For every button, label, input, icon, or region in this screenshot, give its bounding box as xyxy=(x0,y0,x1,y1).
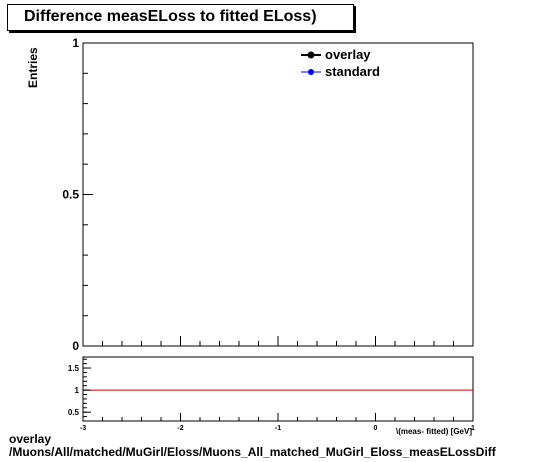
y-axis-label: Entries xyxy=(26,47,40,88)
legend-standard-label: standard xyxy=(325,64,380,79)
x-tick-label: -3 xyxy=(80,425,86,432)
x-tick-label: 0 xyxy=(374,425,378,432)
y-tick-label: 0.5 xyxy=(62,188,79,202)
ratio-y-tick-label: 0.5 xyxy=(68,408,80,417)
x-tick-label: 1 xyxy=(471,425,475,432)
ratio-x-axis: -3 -2 -1 0 1 xyxy=(80,413,475,432)
y-tick-label: 1 xyxy=(72,36,79,50)
x-tick-label: -1 xyxy=(275,425,281,432)
ratio-y-tick-label: 1 xyxy=(75,386,80,395)
caption-line-2: /Muons/All/matched/MuGirl/Eloss/Muons_Al… xyxy=(9,445,496,459)
legend-overlay-label: overlay xyxy=(325,47,371,62)
ratio-plot-frame xyxy=(82,356,474,422)
y-tick-label: 0 xyxy=(72,339,79,353)
main-y-axis: 00.51 xyxy=(62,36,93,353)
legend-overlay-marker xyxy=(307,51,315,59)
x-tick-label: -2 xyxy=(177,425,183,432)
ratio-y-axis: 0.5 1 1.5 xyxy=(68,358,91,417)
chart-title-box: Difference measELoss to fitted ELoss) xyxy=(7,4,354,31)
main-x-axis xyxy=(82,336,474,346)
caption-line-1: overlay xyxy=(9,432,52,446)
main-plot-frame xyxy=(82,42,474,347)
legend-standard-marker xyxy=(308,69,314,75)
ratio-y-tick-label: 1.5 xyxy=(68,364,80,373)
legend: overlay standard xyxy=(301,47,380,79)
chart-title: Difference measELoss to fitted ELoss) xyxy=(24,8,317,25)
x-axis-label: \(meas- fitted) [GeV] xyxy=(396,427,472,436)
